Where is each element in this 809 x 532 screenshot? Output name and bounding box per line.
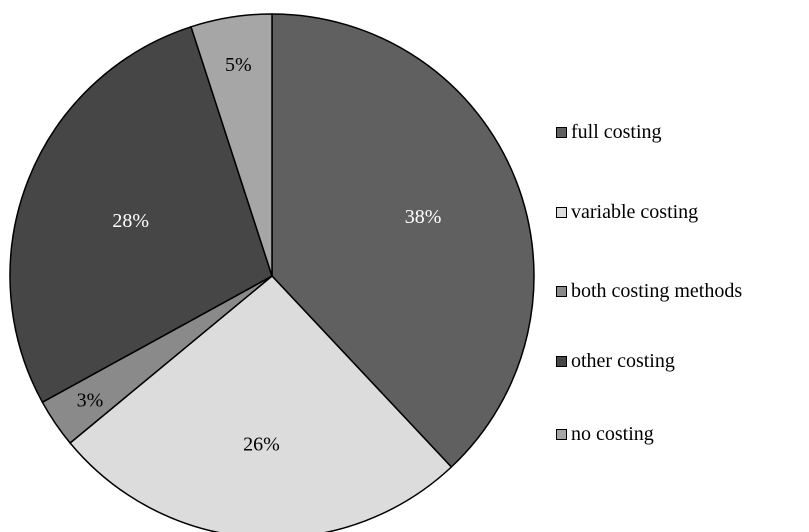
- pie-slice-no-costing: [190, 13, 273, 277]
- legend-swatch: [556, 286, 567, 297]
- legend-label: full costing: [571, 121, 662, 143]
- data-label-other-costing: 28%: [112, 210, 149, 232]
- pie-slice-full-costing: [271, 13, 535, 469]
- legend-item-full-costing: full costing: [556, 121, 662, 144]
- data-label-full-costing: 38%: [405, 206, 442, 228]
- legend-item-other-costing: other costing: [556, 350, 675, 373]
- legend-label: other costing: [571, 350, 675, 372]
- data-label-both-costing-methods: 3%: [77, 390, 104, 412]
- legend-swatch: [556, 207, 567, 218]
- legend-swatch: [556, 356, 567, 367]
- legend-item-both-costing-methods: both costing methods: [556, 280, 742, 303]
- legend-item-no-costing: no costing: [556, 423, 654, 446]
- legend-swatch: [556, 127, 567, 138]
- pie-slice-variable-costing: [69, 274, 453, 532]
- legend-swatch: [556, 429, 567, 440]
- data-label-variable-costing: 26%: [243, 433, 280, 455]
- legend-label: variable costing: [571, 201, 699, 223]
- legend-item-variable-costing: variable costing: [556, 201, 698, 224]
- pie-slice-other-costing: [9, 25, 273, 404]
- pie-chart: 38% 26% 3% 28% 5%: [9, 13, 535, 532]
- data-label-no-costing: 5%: [225, 54, 252, 76]
- legend-label: no costing: [571, 423, 654, 445]
- legend-label: both costing methods: [571, 280, 743, 302]
